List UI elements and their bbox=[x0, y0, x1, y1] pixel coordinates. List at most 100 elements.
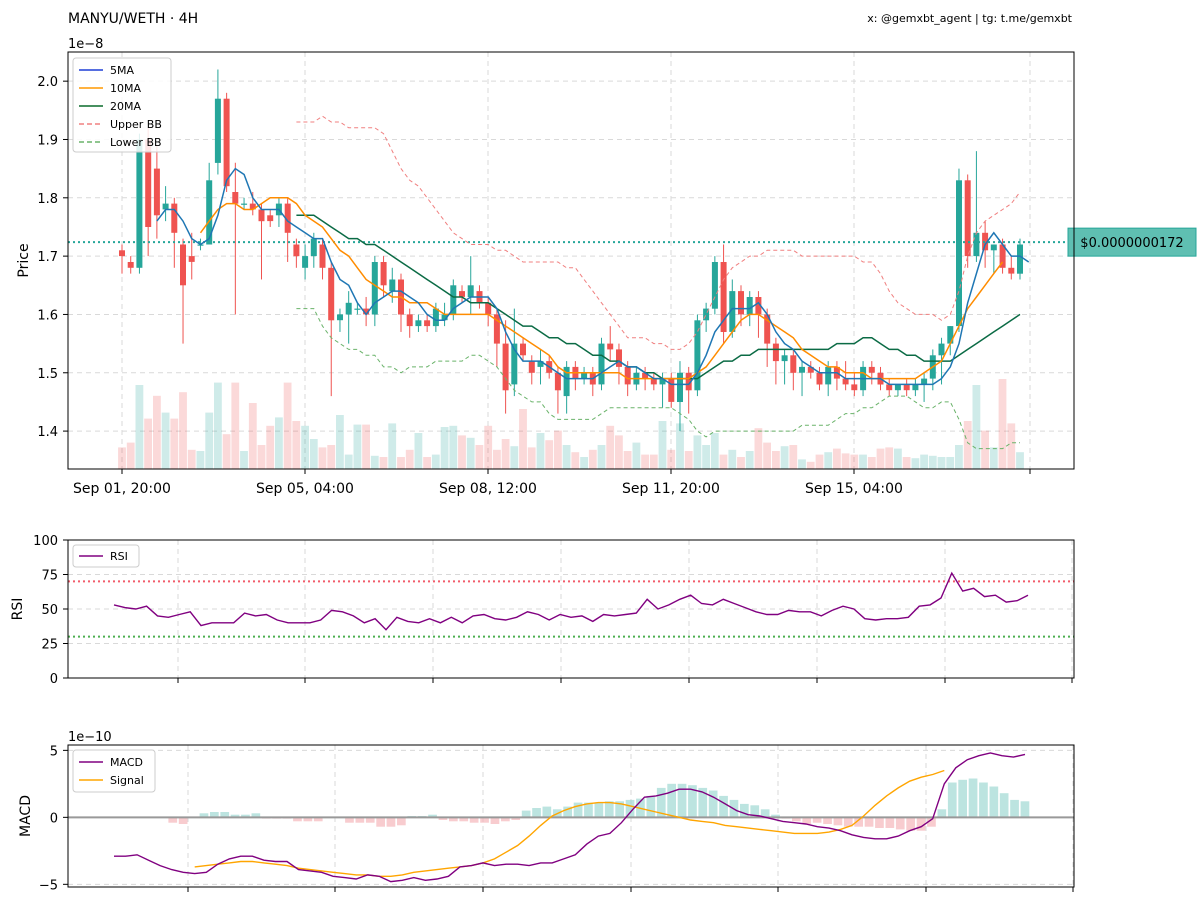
candle-body bbox=[520, 343, 526, 356]
volume-bar bbox=[222, 434, 231, 469]
volume-bar bbox=[336, 415, 344, 469]
macd-histogram-bar bbox=[428, 814, 437, 818]
macd-histogram-bar bbox=[688, 785, 697, 818]
volume-bar bbox=[963, 421, 972, 469]
volume-bar bbox=[475, 445, 484, 469]
candle-body bbox=[145, 139, 152, 227]
candle-body bbox=[729, 291, 736, 332]
macd-histogram-bar bbox=[1010, 799, 1019, 818]
candle-body bbox=[921, 378, 928, 385]
candle-body bbox=[119, 250, 125, 257]
macd-histogram-bar bbox=[906, 817, 915, 831]
volume-bar bbox=[397, 457, 405, 469]
macd-histogram-bar bbox=[792, 817, 801, 822]
candle-body bbox=[214, 98, 221, 163]
volume-bar bbox=[780, 446, 789, 469]
volume-bar bbox=[370, 455, 379, 469]
volume-bar bbox=[937, 457, 946, 469]
volume-bar bbox=[728, 449, 737, 469]
candle-body bbox=[642, 372, 649, 379]
candle-body bbox=[485, 302, 492, 315]
legend-label: Upper BB bbox=[110, 118, 162, 131]
macd-histogram-bar bbox=[677, 783, 687, 818]
volume-bar bbox=[606, 425, 615, 469]
macd-histogram-bar bbox=[584, 802, 593, 818]
volume-bar bbox=[615, 435, 623, 469]
price-x-tick-label: Sep 05, 04:00 bbox=[256, 481, 354, 497]
candle-body bbox=[781, 355, 788, 362]
volume-bar bbox=[597, 445, 606, 469]
volume-bar bbox=[588, 449, 597, 469]
volume-bar bbox=[920, 454, 928, 469]
candle-body bbox=[842, 378, 849, 385]
chart-title: MANYU/WETH · 4H bbox=[68, 11, 199, 27]
macd-histogram-bar bbox=[178, 817, 188, 824]
candle-body bbox=[711, 262, 718, 309]
macd-histogram-bar bbox=[251, 813, 261, 818]
volume-bar bbox=[806, 461, 815, 469]
candle-body bbox=[337, 314, 343, 321]
price-y-tick-label: 1.8 bbox=[37, 192, 58, 207]
volume-bar bbox=[196, 451, 205, 469]
volume-bar bbox=[981, 430, 989, 469]
candle-body bbox=[424, 320, 431, 327]
candle-body bbox=[459, 291, 465, 297]
candle-body bbox=[188, 256, 195, 262]
volume-bar bbox=[353, 424, 362, 469]
candle-body bbox=[755, 297, 762, 315]
price-legend-box bbox=[72, 57, 172, 153]
volume-bar bbox=[798, 459, 806, 469]
macd-histogram-bar bbox=[532, 808, 541, 818]
volume-bar bbox=[458, 435, 466, 469]
volume-bar bbox=[632, 442, 641, 469]
macd-y-tick-label: −5 bbox=[39, 878, 58, 893]
candle-body bbox=[746, 297, 753, 315]
candle-body bbox=[310, 238, 317, 257]
macd-histogram-bar bbox=[521, 810, 531, 818]
volume-bar bbox=[545, 440, 554, 469]
macd-histogram-bar bbox=[449, 817, 458, 822]
volume-bar bbox=[266, 425, 275, 469]
macd-histogram-bar bbox=[604, 801, 614, 818]
candle-body bbox=[450, 285, 457, 315]
volume-bar bbox=[946, 457, 955, 469]
candle-body bbox=[302, 256, 309, 268]
volume-bar bbox=[388, 423, 397, 469]
volume-bar bbox=[283, 382, 292, 469]
volume-bar bbox=[161, 412, 170, 469]
volume-bar bbox=[362, 424, 370, 469]
candle-body bbox=[284, 203, 291, 233]
candle-body bbox=[232, 192, 239, 204]
macd-histogram-bar bbox=[241, 814, 250, 818]
candle-body bbox=[371, 262, 378, 315]
macd-histogram-bar bbox=[376, 817, 385, 827]
candle-body bbox=[886, 384, 893, 391]
volume-bar bbox=[275, 417, 283, 469]
rsi-line bbox=[113, 571, 1029, 631]
macd-histogram-bar bbox=[386, 817, 396, 827]
rsi-y-tick-label: 75 bbox=[41, 569, 58, 584]
candle-body bbox=[354, 308, 361, 310]
volume-bar bbox=[466, 437, 475, 469]
candle-body bbox=[1017, 244, 1023, 274]
macd-histogram-bar bbox=[303, 817, 313, 822]
macd-histogram-bar bbox=[771, 814, 780, 818]
legend-label: MACD bbox=[110, 756, 143, 769]
candle-body bbox=[493, 314, 500, 344]
volume-bar bbox=[379, 457, 388, 469]
macd-histogram-bar bbox=[615, 801, 624, 818]
candle-body bbox=[267, 215, 274, 222]
macd-y-tick-label: 0 bbox=[50, 811, 58, 826]
candle-body bbox=[607, 343, 614, 350]
rsi-y-tick-label: 50 bbox=[41, 603, 58, 618]
candle-body bbox=[223, 98, 230, 187]
rsi-panel: 0 25 50 75 100 RSI RSI bbox=[10, 534, 1075, 687]
macd-histogram-bar bbox=[968, 778, 978, 818]
volume-bar bbox=[754, 428, 763, 469]
rsi-y-axis-label: RSI bbox=[10, 598, 26, 621]
volume-bar bbox=[989, 447, 998, 469]
candle-body bbox=[180, 244, 186, 286]
macd-histogram-bar bbox=[843, 817, 853, 827]
signal-line bbox=[194, 769, 945, 877]
volume-bar bbox=[179, 392, 187, 469]
